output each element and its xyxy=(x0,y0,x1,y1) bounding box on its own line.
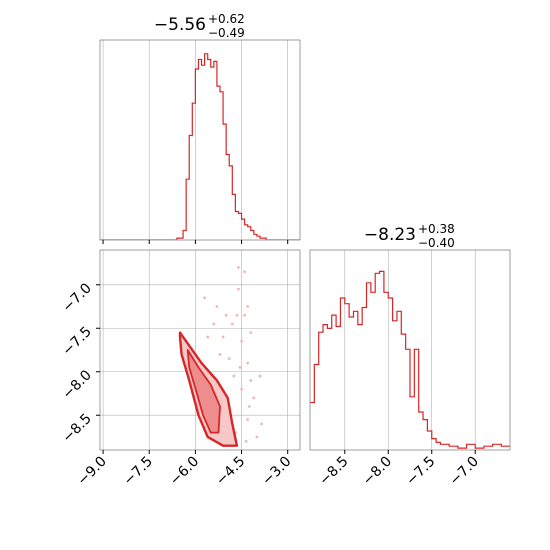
scatter-point xyxy=(218,352,222,356)
x-tick-label: −3.0 xyxy=(259,454,294,489)
scatter-point xyxy=(260,422,263,426)
grid-lines xyxy=(344,250,476,450)
title-lower-error: −0.40 xyxy=(418,236,455,250)
scatter-point xyxy=(246,418,250,421)
panel-frame xyxy=(309,249,511,451)
scatter-point xyxy=(249,331,253,335)
title-value: −8.23 xyxy=(364,225,416,245)
x-tick-label: −6.0 xyxy=(167,454,202,489)
title-upper-error: +0.38 xyxy=(418,222,455,236)
joint-contour-panel: −9.0 −7.5 −6.0 −4.5 −3.0 −7.0 −7.5 −8.0 −8.5 xyxy=(59,249,301,489)
scatter-point xyxy=(230,322,234,326)
scatter-point xyxy=(246,361,250,365)
x-tick-label: −7.5 xyxy=(121,454,156,489)
scatter-point xyxy=(224,313,228,317)
x-tick-label: −8.5 xyxy=(316,454,351,489)
histogram-step-line xyxy=(310,270,510,449)
x-ticks: −9.0 −7.5 −6.0 −4.5 −3.0 xyxy=(75,450,295,489)
y-tick-label: −7.0 xyxy=(59,280,94,315)
x-tick-label: −7.0 xyxy=(447,454,482,489)
scatter-point xyxy=(237,265,240,269)
histogram-step-line xyxy=(100,53,300,240)
panel-frame xyxy=(99,39,301,241)
x-ticks xyxy=(102,240,289,244)
scatter-point xyxy=(246,305,250,308)
scatter-point xyxy=(240,339,243,343)
scatter-point xyxy=(238,365,242,369)
scatter-points xyxy=(203,265,263,443)
scatter-point xyxy=(232,374,236,378)
panel-frame xyxy=(99,249,301,451)
title-upper-error: +0.62 xyxy=(208,12,245,26)
scatter-point xyxy=(235,313,239,317)
scatter-point xyxy=(240,387,243,391)
scatter-point xyxy=(215,305,219,308)
marginal-histogram-param-1: −5.56 +0.62 −0.49 xyxy=(99,12,301,244)
x-tick-label: −4.5 xyxy=(213,454,248,489)
x-tick-label: −8.0 xyxy=(360,454,395,489)
scatter-point xyxy=(243,313,247,317)
scatter-point xyxy=(206,335,210,339)
x-ticks: −8.5 −8.0 −7.5 −7.0 xyxy=(316,450,482,489)
grid-lines xyxy=(100,250,300,450)
scatter-point xyxy=(255,435,259,439)
scatter-point xyxy=(227,357,231,361)
scatter-point xyxy=(244,439,248,443)
x-tick-label: −7.5 xyxy=(403,454,438,489)
scatter-point xyxy=(249,379,253,382)
scatter-point xyxy=(247,405,251,408)
scatter-point xyxy=(252,396,256,400)
y-tick-label: −7.5 xyxy=(59,324,94,359)
marginal-histogram-param-2: −8.5 −8.0 −7.5 −7.0 −8.23 +0.38 −0.40 xyxy=(309,222,511,489)
y-tick-label: −8.0 xyxy=(59,367,94,402)
scatter-point xyxy=(221,335,225,339)
scatter-point xyxy=(203,296,207,300)
density-contours xyxy=(178,331,239,447)
scatter-point xyxy=(212,322,216,326)
scatter-point xyxy=(243,270,247,274)
scatter-point xyxy=(258,374,262,378)
y-tick-label: −8.5 xyxy=(59,411,94,446)
title-value: −5.56 xyxy=(154,15,206,35)
title-lower-error: −0.49 xyxy=(208,26,245,40)
x-tick-label: −9.0 xyxy=(75,454,110,489)
y-ticks: −7.0 −7.5 −8.0 −8.5 xyxy=(59,280,100,446)
contour-inner xyxy=(186,349,221,434)
scatter-point xyxy=(237,287,240,291)
